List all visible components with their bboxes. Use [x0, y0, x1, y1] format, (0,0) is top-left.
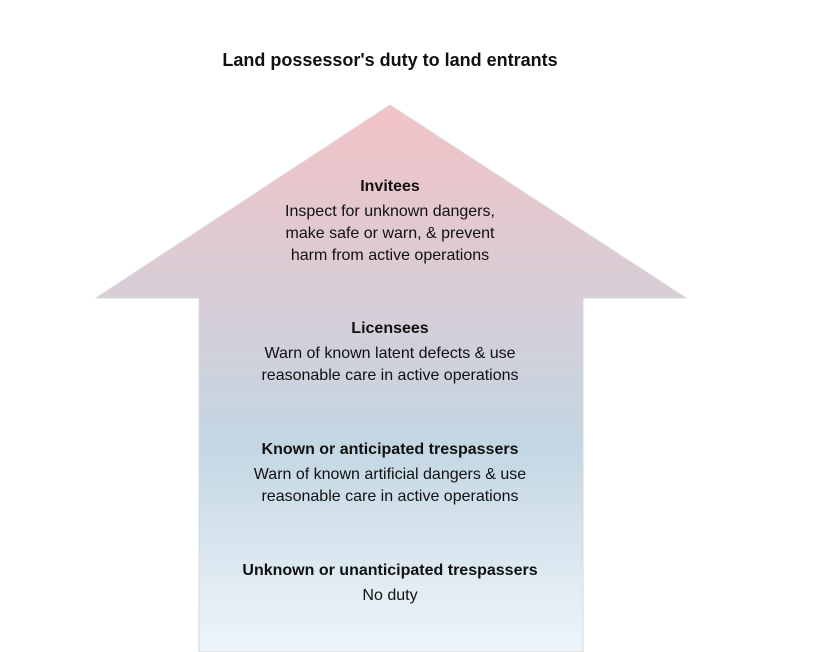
diagram-title: Land possessor's duty to land entrants — [222, 50, 558, 70]
tier-heading: Known or anticipated trespassers — [261, 441, 519, 458]
tier-heading: Invitees — [360, 178, 420, 195]
arrow-body — [94, 104, 688, 652]
tier-heading: Unknown or unanticipated trespassers — [242, 562, 538, 579]
tier-description: Warn of known latent defects & use reaso… — [261, 345, 519, 384]
tier-description: Inspect for unknown dangers, make safe o… — [285, 203, 495, 264]
tier-heading: Licensees — [351, 320, 429, 337]
tier-licensees: Licensees Warn of known latent defects &… — [190, 318, 590, 387]
tier-invitees: Invitees Inspect for unknown dangers, ma… — [190, 176, 590, 267]
tier-known-trespassers: Known or anticipated trespassers Warn of… — [190, 439, 590, 508]
tier-description: Warn of known artificial dangers & use r… — [253, 466, 527, 505]
tier-description: No duty — [362, 587, 418, 604]
tier-unknown-trespassers: Unknown or unanticipated trespassers No … — [190, 560, 590, 607]
